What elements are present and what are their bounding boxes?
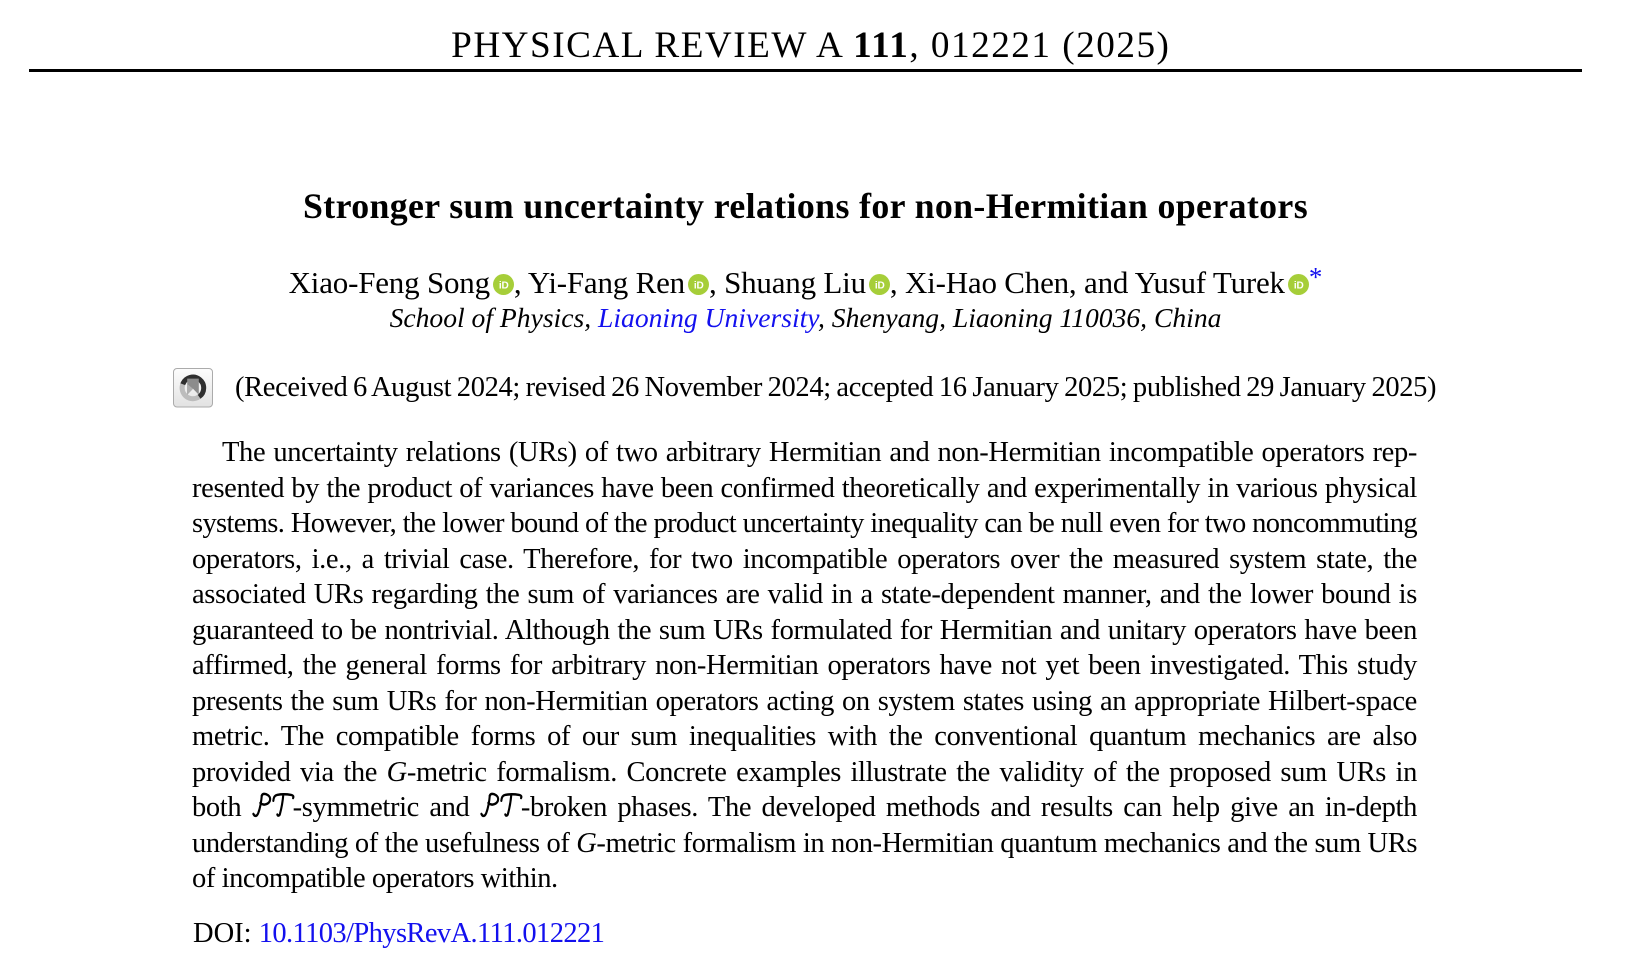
svg-text:iD: iD — [694, 281, 704, 292]
svg-text:iD: iD — [875, 281, 885, 292]
svg-text:iD: iD — [1294, 281, 1304, 292]
svg-text:iD: iD — [499, 281, 509, 292]
